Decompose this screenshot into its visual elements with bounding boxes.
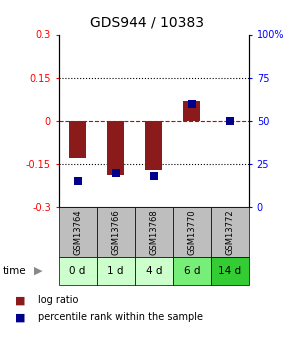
Bar [97,257,135,285]
Point [228,118,232,124]
Bar [211,207,249,257]
Text: ■: ■ [15,313,25,322]
Bar [173,257,211,285]
Bar [173,207,211,257]
Point [75,178,80,184]
Bar [145,121,162,170]
Point [113,170,118,175]
Bar [211,257,249,285]
Text: GDS944 / 10383: GDS944 / 10383 [89,16,204,30]
Text: time: time [3,266,27,276]
Text: ■: ■ [15,295,25,305]
Bar [97,207,135,257]
Text: percentile rank within the sample: percentile rank within the sample [38,313,203,322]
Bar [69,121,86,158]
Text: ▶: ▶ [34,266,42,276]
Text: 14 d: 14 d [219,266,241,276]
Text: GSM13768: GSM13768 [149,209,158,255]
Text: GSM13770: GSM13770 [188,209,196,255]
Text: GSM13764: GSM13764 [73,209,82,255]
Point [190,101,194,106]
Bar [59,207,97,257]
Text: GSM13772: GSM13772 [226,209,234,255]
Point [151,173,156,179]
Text: 0 d: 0 d [69,266,86,276]
Bar [59,257,97,285]
Text: 6 d: 6 d [184,266,200,276]
Text: GSM13766: GSM13766 [111,209,120,255]
Text: 4 d: 4 d [146,266,162,276]
Bar [183,101,200,121]
Bar [107,121,124,175]
Bar [135,207,173,257]
Bar [135,257,173,285]
Text: log ratio: log ratio [38,295,79,305]
Text: 1 d: 1 d [108,266,124,276]
